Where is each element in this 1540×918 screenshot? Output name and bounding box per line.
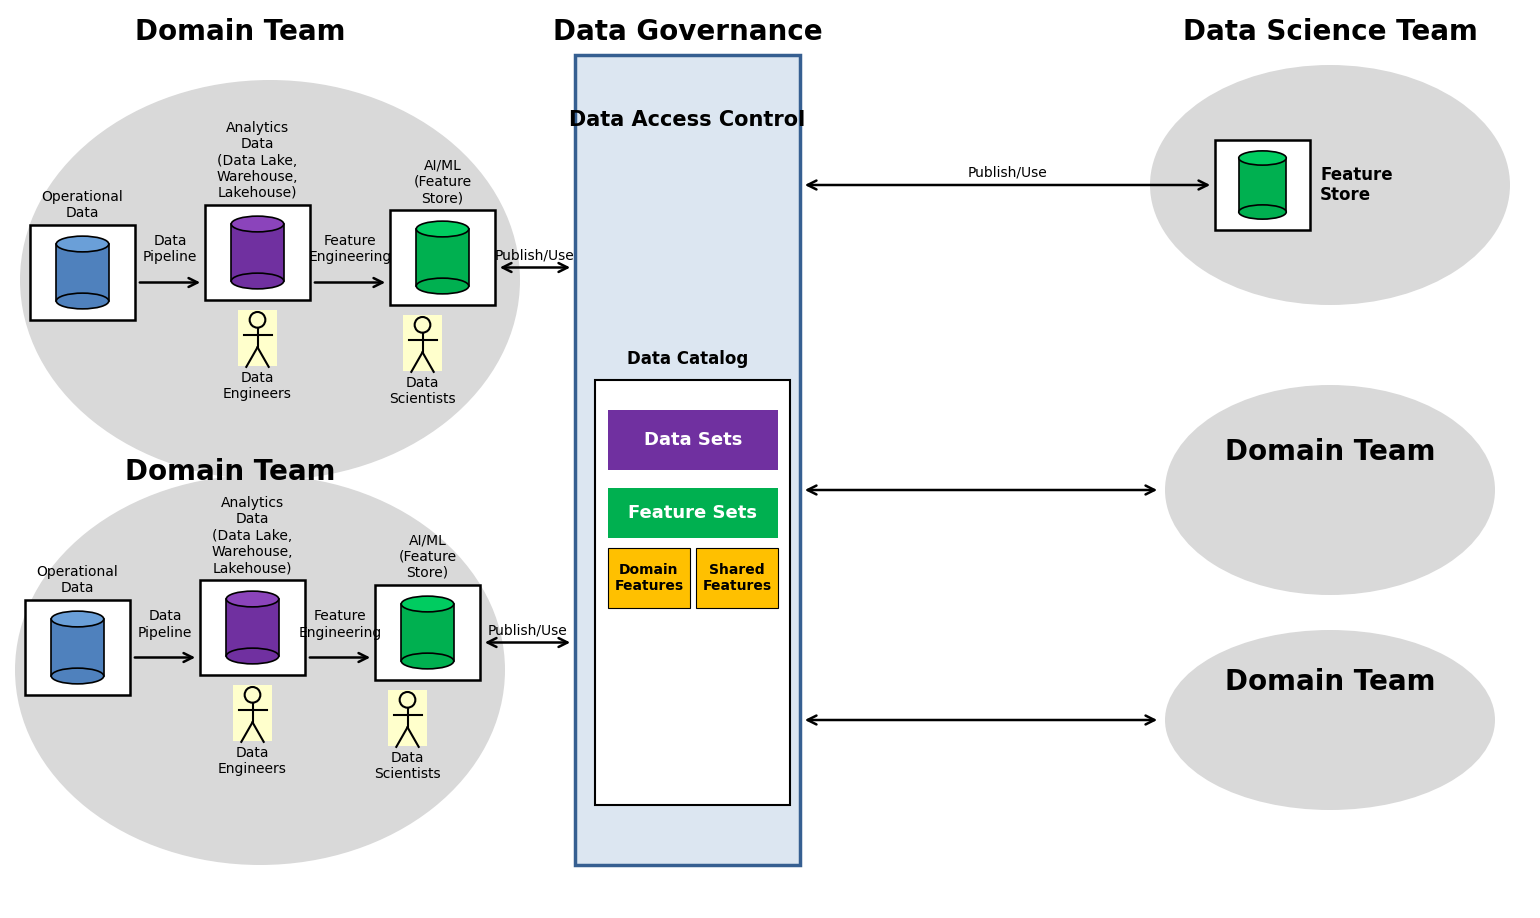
FancyBboxPatch shape [608, 548, 690, 608]
FancyBboxPatch shape [594, 380, 790, 805]
Text: Shared
Features: Shared Features [702, 563, 772, 593]
FancyArrowPatch shape [502, 263, 567, 272]
FancyBboxPatch shape [1215, 140, 1311, 230]
FancyBboxPatch shape [608, 488, 778, 538]
Text: Data
Pipeline: Data Pipeline [137, 610, 192, 640]
FancyBboxPatch shape [574, 55, 799, 865]
FancyArrowPatch shape [488, 638, 567, 647]
Text: Data Sets: Data Sets [644, 431, 742, 449]
Text: Domain Team: Domain Team [125, 458, 336, 486]
Ellipse shape [20, 80, 521, 480]
Text: Operational
Data: Operational Data [42, 190, 123, 220]
Ellipse shape [402, 653, 454, 669]
FancyArrowPatch shape [310, 653, 368, 662]
FancyBboxPatch shape [29, 225, 136, 320]
Ellipse shape [1150, 65, 1511, 305]
Text: Data
Scientists: Data Scientists [374, 751, 440, 781]
Text: Domain Team: Domain Team [1224, 668, 1435, 696]
Text: Data Science Team: Data Science Team [1183, 18, 1477, 46]
FancyArrowPatch shape [136, 653, 192, 662]
FancyBboxPatch shape [390, 210, 494, 305]
FancyBboxPatch shape [403, 315, 442, 371]
Text: Domain Team: Domain Team [1224, 438, 1435, 466]
Ellipse shape [1238, 205, 1286, 219]
Ellipse shape [226, 648, 279, 664]
FancyBboxPatch shape [205, 205, 310, 300]
Ellipse shape [15, 475, 505, 865]
Bar [51, 619, 103, 676]
Ellipse shape [1238, 151, 1286, 165]
FancyArrowPatch shape [314, 278, 382, 287]
Text: Data Access Control: Data Access Control [570, 110, 805, 130]
FancyBboxPatch shape [237, 310, 277, 366]
Text: Domain
Features: Domain Features [614, 563, 684, 593]
FancyArrowPatch shape [140, 278, 197, 287]
Ellipse shape [226, 591, 279, 607]
FancyBboxPatch shape [696, 548, 778, 608]
FancyArrowPatch shape [807, 486, 1155, 495]
FancyArrowPatch shape [807, 181, 1207, 189]
Bar [226, 599, 279, 656]
Ellipse shape [231, 216, 283, 232]
Text: AI/ML
(Feature
Store): AI/ML (Feature Store) [413, 159, 471, 205]
Bar [231, 224, 283, 281]
Text: Domain Team: Domain Team [136, 18, 345, 46]
Text: Data
Engineers: Data Engineers [223, 371, 293, 401]
Bar [402, 604, 454, 661]
FancyBboxPatch shape [233, 685, 273, 741]
Text: Operational
Data: Operational Data [37, 565, 119, 595]
Text: Data
Engineers: Data Engineers [219, 746, 286, 777]
Ellipse shape [57, 236, 109, 252]
Text: Feature
Engineering: Feature Engineering [299, 610, 382, 640]
FancyBboxPatch shape [608, 410, 778, 470]
Bar [1238, 158, 1286, 212]
Ellipse shape [416, 221, 468, 237]
Ellipse shape [57, 293, 109, 308]
Ellipse shape [1164, 385, 1495, 595]
FancyBboxPatch shape [25, 600, 129, 695]
Text: Analytics
Data
(Data Lake,
Warehouse,
Lakehouse): Analytics Data (Data Lake, Warehouse, La… [217, 121, 299, 200]
Text: Analytics
Data
(Data Lake,
Warehouse,
Lakehouse): Analytics Data (Data Lake, Warehouse, La… [213, 497, 293, 575]
Text: Data Governance: Data Governance [553, 18, 822, 46]
FancyArrowPatch shape [807, 715, 1155, 724]
Text: Feature Sets: Feature Sets [628, 504, 758, 522]
Ellipse shape [1164, 630, 1495, 810]
Text: Publish/Use: Publish/Use [967, 166, 1047, 180]
Bar [57, 244, 109, 301]
Text: Feature
Store: Feature Store [1320, 165, 1392, 205]
Text: Publish/Use: Publish/Use [496, 249, 574, 263]
Text: Data
Pipeline: Data Pipeline [143, 234, 197, 264]
FancyBboxPatch shape [388, 690, 427, 746]
Bar [416, 229, 468, 286]
Ellipse shape [51, 668, 103, 684]
Text: Publish/Use: Publish/Use [488, 623, 567, 637]
Ellipse shape [51, 611, 103, 627]
FancyBboxPatch shape [200, 580, 305, 675]
Text: AI/ML
(Feature
Store): AI/ML (Feature Store) [399, 533, 456, 580]
FancyBboxPatch shape [376, 585, 480, 680]
Ellipse shape [231, 274, 283, 289]
Text: Feature
Engineering: Feature Engineering [308, 234, 391, 264]
Ellipse shape [416, 278, 468, 294]
Text: Data Catalog: Data Catalog [627, 350, 748, 368]
Text: Data
Scientists: Data Scientists [390, 376, 456, 406]
Ellipse shape [402, 596, 454, 612]
